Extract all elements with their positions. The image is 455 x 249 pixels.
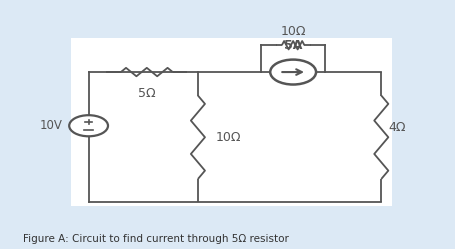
Circle shape bbox=[270, 60, 316, 84]
Text: 4Ω: 4Ω bbox=[389, 121, 406, 134]
Text: 10V: 10V bbox=[39, 119, 62, 132]
Text: 5A: 5A bbox=[284, 39, 302, 52]
Circle shape bbox=[69, 115, 108, 136]
Text: Figure A: Circuit to find current through 5Ω resistor: Figure A: Circuit to find current throug… bbox=[23, 234, 288, 244]
Text: 10Ω: 10Ω bbox=[216, 131, 241, 144]
Text: 10Ω: 10Ω bbox=[280, 25, 306, 38]
Text: 5Ω: 5Ω bbox=[138, 87, 156, 100]
FancyBboxPatch shape bbox=[71, 38, 392, 206]
